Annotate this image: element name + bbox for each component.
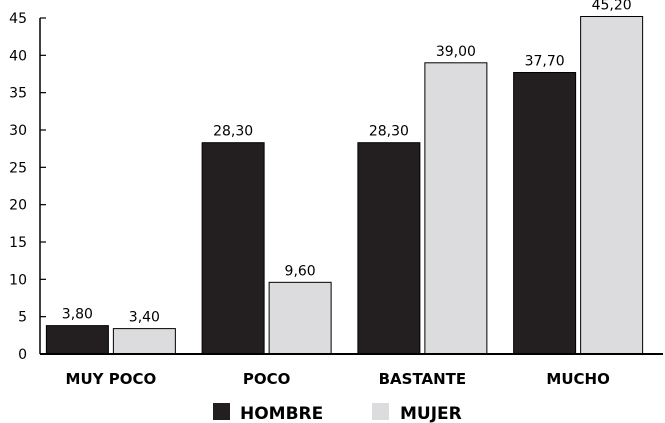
legend-swatch-mujer [372, 403, 389, 420]
y-tick-label: 25 [9, 160, 27, 176]
data-label: 9,60 [285, 263, 316, 279]
legend-label-hombre: HOMBRE [240, 404, 323, 423]
data-label: 28,30 [369, 124, 409, 140]
y-tick-label: 10 [9, 272, 27, 288]
bar-mujer-3 [580, 16, 644, 355]
y-tick-label: 5 [18, 310, 27, 326]
y-tick-label: 45 [9, 11, 27, 27]
legend-swatch-hombre [213, 403, 230, 420]
x-category-label: MUCHO [546, 370, 609, 388]
bars: 3,80 3,40 28,30 9,60 28,30 39,00 37,70 45,20 [45, 0, 644, 355]
bar-hombre-0 [45, 325, 109, 355]
y-axis: 0 5 10 15 20 25 30 35 40 45 [9, 11, 46, 363]
x-category-label: POCO [243, 370, 291, 388]
data-label: 45,20 [592, 0, 632, 14]
data-label: 3,80 [62, 307, 93, 323]
y-tick-label: 0 [18, 347, 27, 363]
y-tick-label: 15 [9, 235, 27, 251]
bar-hombre-3 [513, 72, 577, 355]
x-axis: MUY POCO POCO BASTANTE MUCHO [40, 353, 663, 388]
legend-label-mujer: MUJER [400, 404, 462, 423]
bar-mujer-1 [268, 281, 332, 355]
bar-mujer-0 [112, 328, 176, 355]
y-tick-label: 40 [9, 48, 27, 64]
data-label: 3,40 [129, 310, 160, 326]
bar-mujer-2 [424, 62, 488, 355]
data-label: 37,70 [525, 54, 565, 70]
y-tick-label: 30 [9, 123, 27, 139]
data-label: 39,00 [436, 44, 476, 60]
y-tick-label: 35 [9, 86, 27, 102]
y-tick-label: 20 [9, 198, 27, 214]
data-label: 28,30 [213, 124, 253, 140]
bar-hombre-1 [201, 142, 265, 355]
x-category-label: BASTANTE [379, 370, 467, 388]
x-category-label: MUY POCO [66, 370, 157, 388]
legend: HOMBRE MUJER [213, 403, 462, 423]
bar-hombre-2 [357, 142, 421, 355]
